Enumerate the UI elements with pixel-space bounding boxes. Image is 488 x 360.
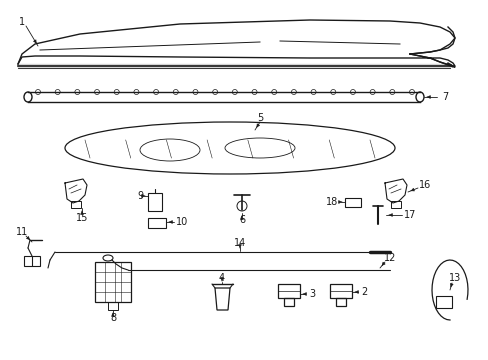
- Text: 13: 13: [448, 273, 460, 283]
- Text: 8: 8: [110, 313, 116, 323]
- Text: 3: 3: [308, 289, 314, 299]
- Text: 4: 4: [219, 273, 224, 283]
- Text: 14: 14: [233, 238, 245, 248]
- Text: 11: 11: [16, 227, 28, 237]
- Text: 6: 6: [239, 215, 244, 225]
- Text: 17: 17: [403, 210, 415, 220]
- Text: 2: 2: [360, 287, 366, 297]
- Text: 15: 15: [76, 213, 88, 223]
- Text: 10: 10: [176, 217, 188, 227]
- Text: 9: 9: [137, 191, 143, 201]
- Text: 1: 1: [19, 17, 25, 27]
- Text: 5: 5: [256, 113, 263, 123]
- Text: 12: 12: [383, 253, 395, 263]
- Text: 16: 16: [418, 180, 430, 190]
- Text: 18: 18: [325, 197, 337, 207]
- Text: 7: 7: [441, 92, 447, 102]
